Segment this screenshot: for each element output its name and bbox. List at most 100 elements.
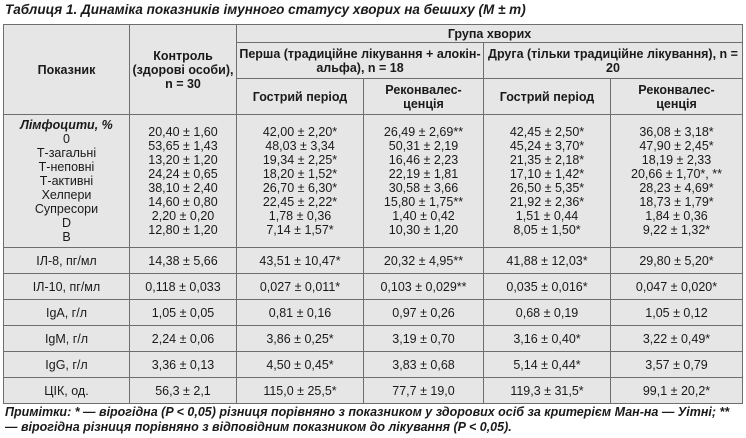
value-cell: 19,34 ± 2,25*: [262, 153, 338, 167]
value-cell: 48,03 ± 3,34: [265, 139, 335, 153]
value-cell: 56,3 ± 2,1: [129, 377, 237, 404]
table-row: IgA, г/л 1,05 ± 0,05 0,81 ± 0,16 0,97 ± …: [3, 299, 744, 326]
table-row: ІЛ-10, пг/мл 0,118 ± 0,033 0,027 ± 0,011…: [3, 273, 744, 300]
value-cell: 18,73 ± 1,79*: [639, 195, 714, 209]
value-cell: 3,57 ± 0,79: [609, 351, 744, 378]
lymphocyte-label: D: [61, 216, 72, 230]
table-notes: Примітки: * — вірогідна (P < 0,05) різни…: [5, 405, 730, 434]
lymphocytes-g1-conv-cell: 26,49 ± 2,69** 50,31 ± 2,19 16,46 ± 2,23…: [363, 114, 484, 248]
value-cell: 26,50 ± 5,35*: [509, 181, 585, 195]
value-cell: 42,45 ± 2,50*: [509, 125, 585, 139]
value-cell: 24,24 ± 0,65: [148, 167, 218, 181]
value-cell: 119,3 ± 31,5*: [483, 377, 611, 404]
lymphocyte-label: Хелпери: [41, 188, 92, 202]
value-cell: 1,84 ± 0,36: [645, 209, 708, 223]
table-row: IgM, г/л 2,24 ± 0,06 3,86 ± 0,25* 3,19 ±…: [3, 325, 744, 352]
value-cell: 29,80 ± 5,20*: [609, 247, 744, 274]
lymphocyte-label: Супресори: [34, 202, 99, 216]
value-cell: 36,08 ± 3,18*: [639, 125, 714, 139]
value-cell: 0,68 ± 0,19: [483, 299, 611, 326]
value-cell: 0,118 ± 0,033: [129, 273, 237, 300]
value-cell: 0,027 ± 0,011*: [236, 273, 364, 300]
row-label: IgM, г/л: [3, 325, 130, 352]
row-label: ІЛ-10, пг/мл: [3, 273, 130, 300]
value-cell: 38,10 ± 2,40: [148, 181, 218, 195]
lymphocytes-control-cell: 20,40 ± 1,60 53,65 ± 1,43 13,20 ± 1,20 2…: [129, 114, 237, 248]
lymphocytes-g2-acute-cell: 42,45 ± 2,50* 45,24 ± 3,70* 21,35 ± 2,18…: [483, 114, 611, 248]
value-cell: 9,22 ± 1,32*: [642, 223, 711, 237]
lymphocytes-labels-cell: Лімфоцити, % 0 Т-загальні Т-неповні Т-ак…: [3, 114, 130, 248]
value-cell: 3,36 ± 0,13: [129, 351, 237, 378]
row-label: IgG, г/л: [3, 351, 130, 378]
value-cell: 16,46 ± 2,23: [388, 153, 459, 167]
table-caption: Таблиця 1. Динаміка показників імунного …: [5, 2, 526, 17]
value-cell: 14,38 ± 5,66: [129, 247, 237, 274]
value-cell: 21,92 ± 2,36*: [509, 195, 585, 209]
value-cell: 1,05 ± 0,12: [609, 299, 744, 326]
table-row: IgG, г/л 3,36 ± 0,13 4,50 ± 0,45* 3,83 ±…: [3, 351, 744, 378]
value-cell: 1,78 ± 0,36: [268, 209, 332, 223]
value-cell: 50,31 ± 2,19: [388, 139, 459, 153]
table-row: ІЛ-8, пг/мл 14,38 ± 5,66 43,51 ± 10,47* …: [3, 247, 744, 274]
value-cell: 15,80 ± 1,75**: [383, 195, 464, 209]
lymphocytes-title: Лімфоцити, %: [20, 118, 113, 132]
value-cell: 1,51 ± 0,44: [515, 209, 579, 223]
value-cell: 42,00 ± 2,20*: [262, 125, 338, 139]
value-cell: 18,19 ± 2,33: [641, 153, 712, 167]
value-cell: 21,35 ± 2,18*: [509, 153, 585, 167]
value-cell: 26,70 ± 6,30*: [262, 181, 338, 195]
value-cell: 77,7 ± 19,0: [363, 377, 484, 404]
table-row-lymphocytes: Лімфоцити, % 0 Т-загальні Т-неповні Т-ак…: [3, 114, 744, 248]
lymphocyte-label: 0: [63, 132, 70, 146]
header-g2-convalescence: Реконвалес- ценція: [609, 78, 744, 115]
value-cell: 20,66 ± 1,70*, **: [631, 167, 722, 181]
value-cell: 3,86 ± 0,25*: [236, 325, 364, 352]
value-cell: 14,60 ± 0,80: [148, 195, 218, 209]
value-cell: 20,40 ± 1,60: [148, 125, 218, 139]
value-cell: 0,035 ± 0,016*: [483, 273, 611, 300]
lymphocyte-label: В: [62, 230, 71, 244]
header-g1-convalescence: Реконвалес- ценція: [363, 78, 484, 115]
value-cell: 28,23 ± 4,69*: [639, 181, 714, 195]
header-control: Контроль (здорові особи), n = 30: [129, 24, 237, 115]
header-g1-acute: Гострий період: [236, 78, 364, 115]
value-cell: 0,103 ± 0,029**: [363, 273, 484, 300]
value-cell: 7,14 ± 1,57*: [266, 223, 334, 237]
value-cell: 2,20 ± 0,20: [151, 209, 215, 223]
value-cell: 18,20 ± 1,52*: [262, 167, 338, 181]
lymphocyte-label: Т-загальні: [36, 146, 97, 160]
value-cell: 53,65 ± 1,43: [148, 139, 218, 153]
row-label: ЦІК, од.: [3, 377, 130, 404]
lymphocyte-label: Т-неповні: [38, 160, 95, 174]
row-label: IgA, г/л: [3, 299, 130, 326]
value-cell: 1,40 ± 0,42: [392, 209, 455, 223]
value-cell: 115,0 ± 25,5*: [236, 377, 364, 404]
value-cell: 22,19 ± 1,81: [388, 167, 459, 181]
immune-status-table: Показник Контроль (здорові особи), n = 3…: [3, 24, 744, 404]
value-cell: 4,50 ± 0,45*: [236, 351, 364, 378]
value-cell: 5,14 ± 0,44*: [483, 351, 611, 378]
value-cell: 0,97 ± 0,26: [363, 299, 484, 326]
value-cell: 47,90 ± 2,45*: [639, 139, 714, 153]
value-cell: 17,10 ± 1,42*: [509, 167, 585, 181]
table-row: ЦІК, од. 56,3 ± 2,1 115,0 ± 25,5* 77,7 ±…: [3, 377, 744, 404]
lymphocytes-g2-conv-cell: 36,08 ± 3,18* 47,90 ± 2,45* 18,19 ± 2,33…: [609, 114, 744, 248]
value-cell: 10,30 ± 1,20: [388, 223, 459, 237]
value-cell: 99,1 ± 20,2*: [609, 377, 744, 404]
value-cell: 26,49 ± 2,69**: [383, 125, 464, 139]
row-label: ІЛ-8, пг/мл: [3, 247, 130, 274]
header-indicator: Показник: [3, 24, 130, 115]
lymphocytes-g1-acute-cell: 42,00 ± 2,20* 48,03 ± 3,34 19,34 ± 2,25*…: [236, 114, 364, 248]
value-cell: 2,24 ± 0,06: [129, 325, 237, 352]
header-group1: Перша (традиційне лікування + алокін-аль…: [236, 42, 484, 79]
value-cell: 3,16 ± 0,40*: [483, 325, 611, 352]
value-cell: 20,32 ± 4,95**: [363, 247, 484, 274]
value-cell: 3,83 ± 0,68: [363, 351, 484, 378]
value-cell: 41,88 ± 12,03*: [483, 247, 611, 274]
value-cell: 0,047 ± 0,020*: [609, 273, 744, 300]
value-cell: 8,05 ± 1,50*: [513, 223, 581, 237]
value-cell: 43,51 ± 10,47*: [236, 247, 364, 274]
value-cell: 30,58 ± 3,66: [388, 181, 459, 195]
value-cell: 12,80 ± 1,20: [148, 223, 218, 237]
value-cell: 22,45 ± 2,22*: [262, 195, 338, 209]
